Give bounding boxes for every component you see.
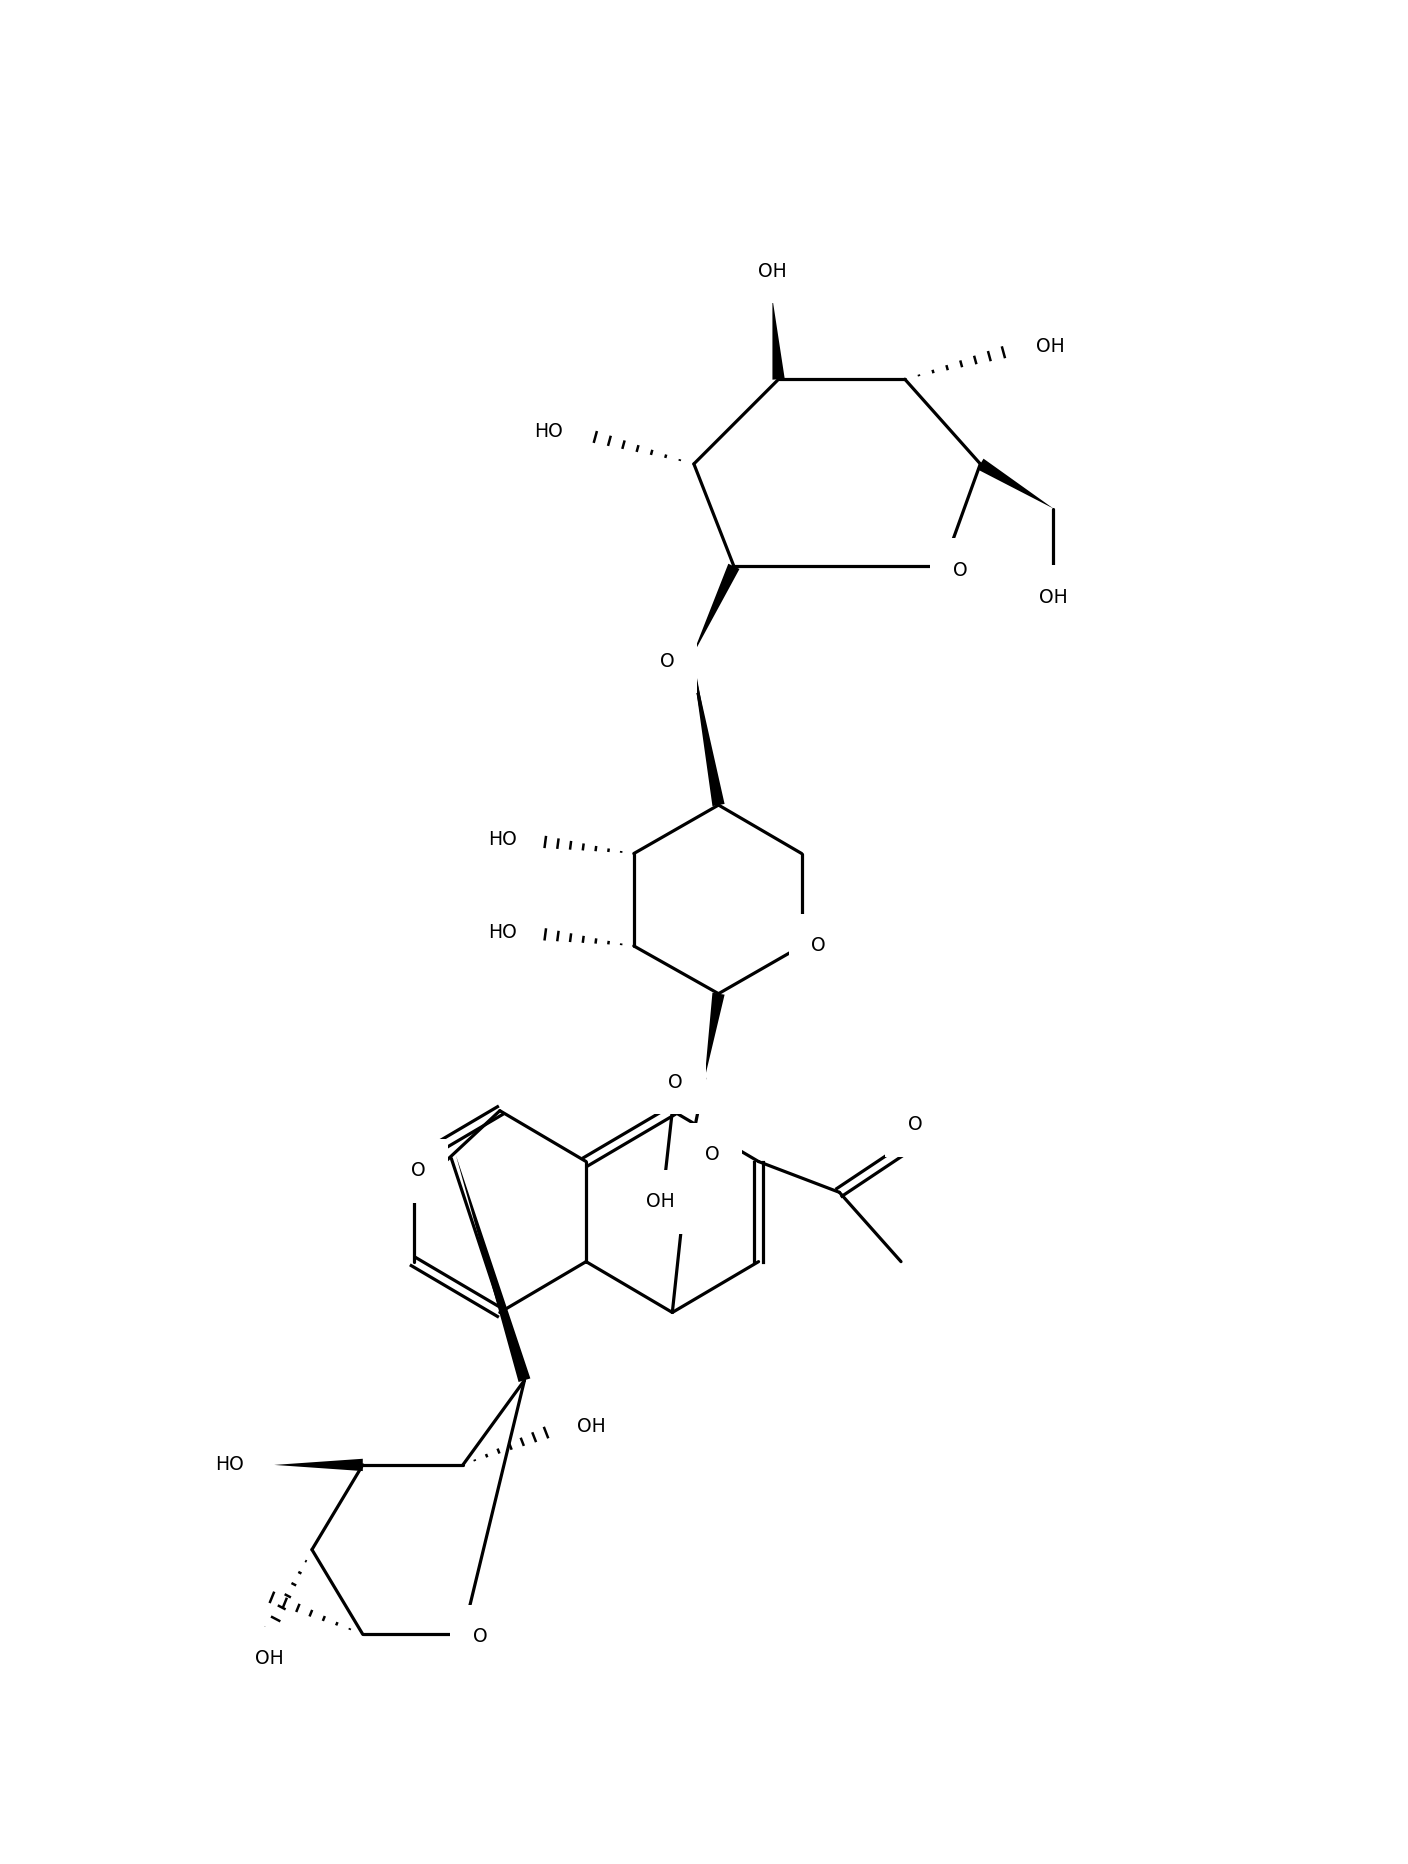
Text: OH: OH [646,1193,676,1212]
Text: HO: HO [489,923,517,941]
Text: OH: OH [758,263,787,281]
Text: HO: HO [534,421,563,442]
Text: OH: OH [255,1650,284,1668]
Polygon shape [456,1156,531,1381]
Text: O: O [411,1161,425,1180]
Polygon shape [773,298,784,380]
Polygon shape [977,459,1053,509]
Polygon shape [691,563,739,658]
Polygon shape [275,1460,363,1471]
Text: O: O [660,652,674,671]
Text: OH: OH [1036,337,1064,356]
Polygon shape [691,658,725,805]
Text: O: O [811,936,826,956]
Text: O: O [908,1115,922,1133]
Text: OH: OH [577,1417,605,1435]
Polygon shape [704,994,725,1079]
Text: HO: HO [489,829,517,850]
Text: O: O [704,1144,719,1165]
Text: OH: OH [1039,587,1067,606]
Text: HO: HO [214,1456,244,1474]
Text: O: O [669,1072,683,1092]
Text: O: O [473,1627,487,1646]
Text: O: O [953,561,967,580]
